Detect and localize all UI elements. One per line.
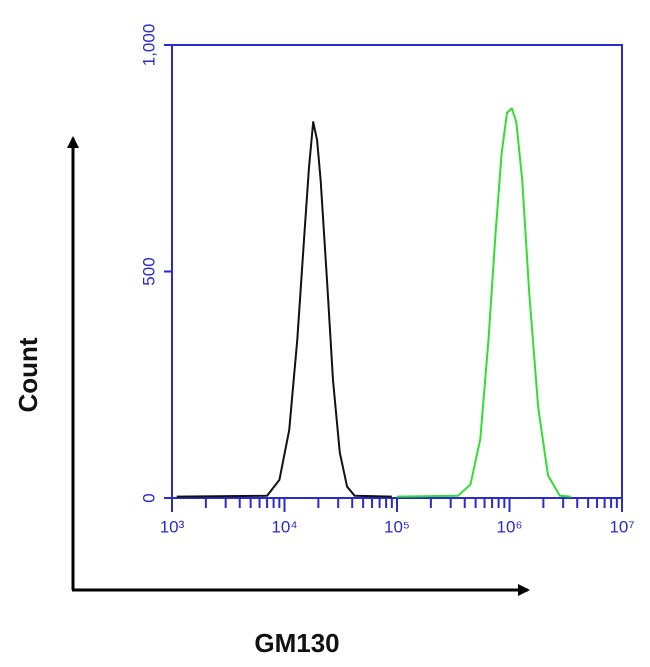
- y-tick-label: 0: [139, 493, 158, 502]
- y-tick-label: 1,000: [139, 24, 158, 67]
- y-axis-title: Count: [13, 337, 43, 412]
- x-tick-label: 10³: [160, 517, 185, 536]
- plot-frame: [171, 44, 623, 499]
- y-tick-label: 500: [139, 257, 158, 285]
- histogram-line: [176, 121, 392, 498]
- x-tick-label: 10⁴: [271, 517, 297, 536]
- x-tick-label: 10⁵: [384, 517, 410, 536]
- histogram-line: [396, 107, 571, 498]
- x-tick-label: 10⁷: [609, 517, 634, 536]
- x-axis-title: GM130: [254, 628, 339, 658]
- x-tick-label: 10⁶: [497, 517, 523, 536]
